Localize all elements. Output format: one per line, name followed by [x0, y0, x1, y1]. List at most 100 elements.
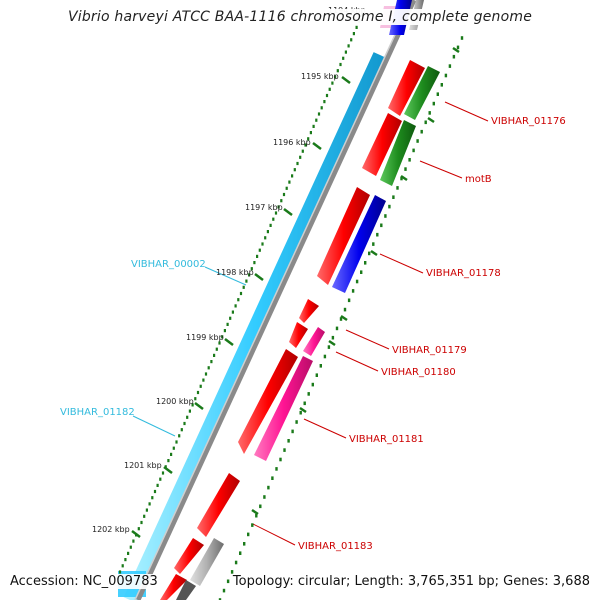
leader-VIBHAR_01176 — [444, 101, 489, 122]
kbp-label-1199: 1199 kbp — [186, 333, 224, 342]
kbp-label-1201: 1201 kbp — [124, 461, 162, 470]
gene-label[interactable]: VIBHAR_01179 — [392, 345, 467, 356]
scale-dot — [118, 570, 122, 574]
scale-dot — [194, 397, 197, 401]
outer-scale-dot — [311, 382, 314, 387]
outer-scale-dot — [339, 317, 343, 321]
outer-scale-dot — [351, 289, 355, 293]
outer-scale-dot — [392, 195, 395, 199]
outer-scale-dot — [368, 251, 371, 256]
outer-scale-dot — [347, 298, 351, 303]
pink-gene-1[interactable] — [303, 327, 325, 356]
scale-dot — [331, 81, 334, 85]
scale-dot — [218, 341, 221, 345]
outer-scale-dot — [440, 83, 443, 87]
gene-arrow-VIBHAR_01181[interactable] — [238, 349, 298, 454]
leader-VIBHAR_01180 — [335, 351, 379, 372]
kbp-major-tick — [254, 273, 264, 281]
pink-gene-2[interactable] — [254, 356, 313, 461]
scale-dot — [242, 285, 245, 289]
outer-major-tick — [400, 174, 408, 182]
scale-dot — [350, 38, 353, 42]
gene-arrow-motB[interactable] — [362, 113, 402, 176]
gene-label[interactable]: motB — [465, 174, 492, 185]
outer-scale-dot — [360, 270, 363, 274]
scale-dot — [253, 261, 256, 265]
gene-arrow-VIBHAR_01176[interactable] — [388, 60, 425, 116]
scale-dot — [269, 223, 272, 227]
gray-gene-2[interactable] — [176, 580, 196, 600]
kbp-scale — [118, 13, 364, 574]
scale-dot — [256, 254, 259, 258]
kbp-label-1196: 1196 kbp — [273, 138, 311, 147]
gene-arrow-red-lower-b[interactable] — [160, 574, 187, 600]
outer-scale-dot — [380, 223, 383, 228]
gene-label[interactable]: VIBHAR_00002 — [131, 259, 206, 270]
gene-arrow-VIBHAR_01179b[interactable] — [289, 322, 308, 348]
genome-summary-label: Topology: circular; Length: 3,765,351 bp… — [230, 574, 592, 589]
scale-dot — [140, 520, 143, 525]
gray-gene-1[interactable] — [190, 538, 224, 586]
backbone-ring-highlight — [134, 0, 412, 600]
scale-dot — [167, 459, 170, 463]
green-gene-2[interactable] — [380, 120, 416, 186]
kbp-major-tick — [283, 208, 293, 216]
outer-scale-dot — [448, 64, 452, 68]
gene-label[interactable]: VIBHAR_01178 — [426, 268, 501, 279]
gene-arrow-VIBHAR_01179a[interactable] — [299, 299, 319, 323]
leader-VIBHAR_01179 — [345, 329, 390, 350]
green-gene-1[interactable] — [404, 66, 440, 120]
scale-dot — [264, 236, 267, 240]
outer-scale-dot — [299, 410, 302, 415]
outer-scale-dot — [275, 467, 278, 471]
scale-dot — [272, 217, 275, 221]
scale-dot — [320, 106, 323, 110]
blue-gene-1[interactable] — [332, 195, 386, 293]
kbp-major-tick — [194, 402, 204, 410]
outer-scale-dot — [372, 242, 375, 246]
scale-dot — [301, 149, 304, 153]
scale-dot — [280, 199, 283, 203]
scale-dot — [175, 440, 178, 444]
kbp-label-1195: 1195 kbp — [301, 72, 339, 81]
outer-major-tick — [370, 249, 378, 257]
outer-scale-dot — [364, 261, 367, 265]
gene-label[interactable]: VIBHAR_01182 — [60, 407, 135, 418]
scale-dot — [261, 242, 264, 246]
outer-scale-dot — [283, 448, 286, 452]
outer-scale-dot — [416, 139, 419, 143]
outer-major-tick — [427, 116, 435, 124]
gene-arrow-VIBHAR_01183[interactable] — [197, 473, 240, 537]
reverse-gene-band[interactable] — [123, 52, 387, 600]
scale-dot — [199, 384, 202, 388]
gene-label[interactable]: VIBHAR_01180 — [381, 367, 456, 378]
map-title-text: Vibrio harveyi ATCC BAA-1116 chromosome … — [65, 9, 535, 25]
map-title: Vibrio harveyi ATCC BAA-1116 chromosome … — [0, 9, 600, 25]
leader-VIBHAR_00002 — [204, 266, 247, 286]
outer-scale-dot — [259, 504, 262, 509]
scale-dot — [183, 421, 186, 426]
gene-label[interactable]: VIBHAR_01183 — [298, 541, 373, 552]
scale-dot — [317, 112, 321, 116]
outer-scale-dot — [291, 429, 294, 434]
outer-scale-dot — [396, 186, 399, 190]
gene-label[interactable]: VIBHAR_01181 — [349, 434, 424, 445]
outer-scale-dot — [432, 101, 435, 106]
scale-dot — [282, 192, 286, 197]
scale-dot — [148, 502, 151, 506]
kbp-label-1202: 1202 kbp — [92, 525, 130, 534]
scale-dot — [307, 137, 310, 141]
scale-dot — [304, 143, 307, 147]
gene-arrow-red-lower-a[interactable] — [174, 538, 204, 574]
outer-scale-dot — [319, 364, 322, 368]
outer-scale-dot — [271, 476, 274, 480]
outer-scale-dot — [444, 73, 448, 78]
outer-scale-dot — [408, 158, 411, 162]
outer-scale-dot — [287, 439, 290, 443]
outer-scale-dot — [452, 54, 456, 59]
gene-label[interactable]: VIBHAR_01176 — [491, 116, 566, 127]
gene-arrow-VIBHAR_01178[interactable] — [317, 187, 370, 285]
outer-scale-dot — [323, 354, 327, 359]
scale-dot — [229, 316, 232, 320]
